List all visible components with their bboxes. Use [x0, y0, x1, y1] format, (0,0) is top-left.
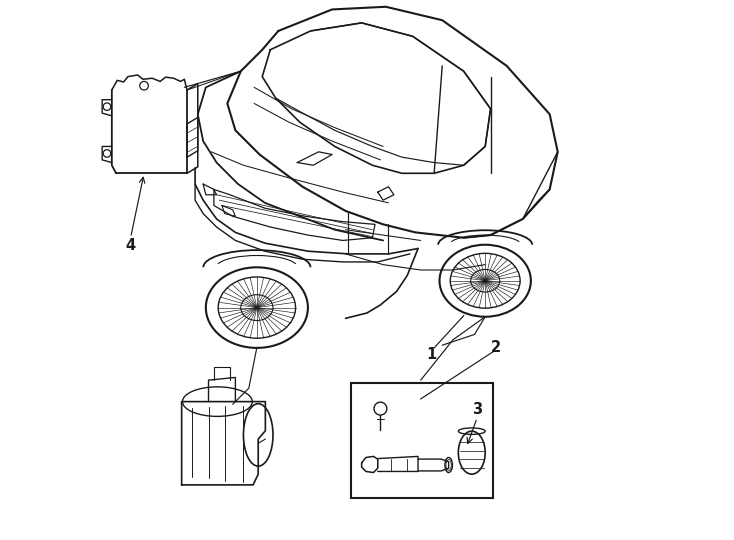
Text: 3: 3	[472, 402, 482, 417]
Text: 2: 2	[491, 340, 501, 355]
Bar	[351, 383, 493, 498]
Text: 1: 1	[426, 347, 437, 362]
Text: 4: 4	[126, 238, 136, 253]
